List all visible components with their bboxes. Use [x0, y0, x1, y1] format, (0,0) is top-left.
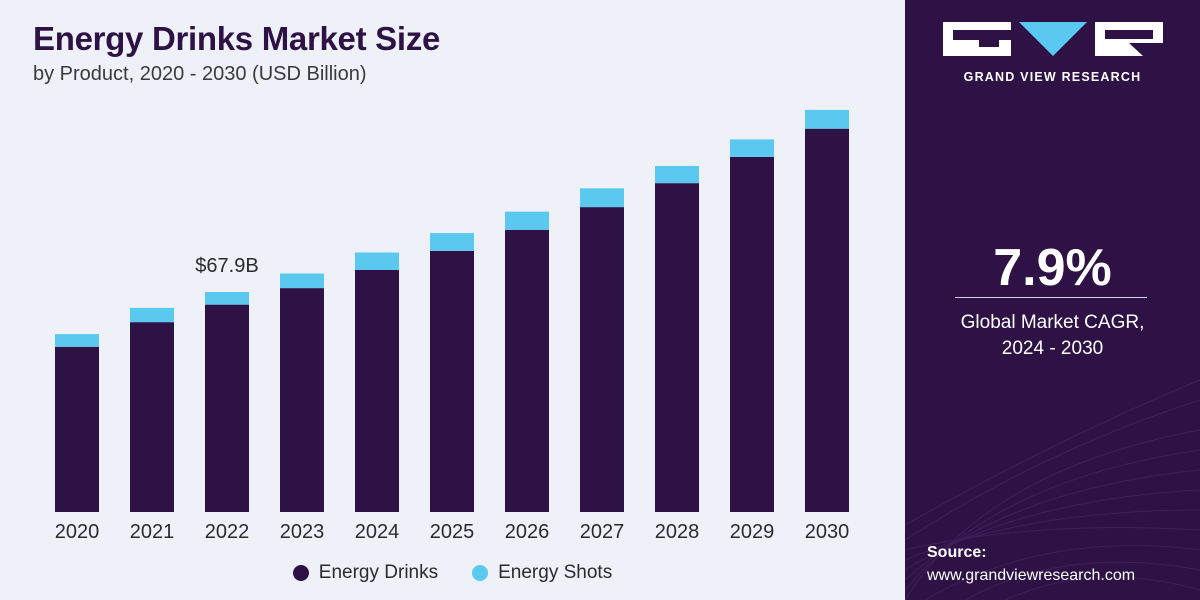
x-tick-label-2024: 2024	[355, 521, 400, 543]
bar-energy-drinks-2022	[205, 304, 249, 512]
bar-energy-drinks-2024	[355, 269, 399, 512]
x-tick-label-2023: 2023	[280, 521, 325, 543]
cagr-value: 7.9%	[993, 239, 1112, 297]
bar-energy-drinks-2026	[505, 229, 549, 512]
x-tick-label-2026: 2026	[505, 521, 550, 543]
bar-energy-shots-2024	[355, 252, 399, 270]
chart-subtitle: by Product, 2020 - 2030 (USD Billion)	[33, 63, 367, 85]
cagr-label: Global Market CAGR, 2024 - 2030	[905, 310, 1200, 362]
bar-energy-drinks-2027	[580, 207, 624, 512]
bar-energy-drinks-2023	[280, 288, 324, 512]
legend-label-energy-drinks: Energy Drinks	[318, 562, 439, 583]
background-pattern	[905, 379, 1200, 600]
bar-energy-drinks-2029	[730, 156, 774, 512]
source-label: Source:	[927, 544, 987, 561]
source-link[interactable]: www.grandviewresearch.com	[927, 567, 1136, 584]
chart-legend: Energy Drinks Energy Shots	[0, 562, 905, 584]
side-panel: GRAND VIEW RESEARCH 7.9% Global Market C…	[905, 0, 1200, 600]
x-tick-label-2021: 2021	[130, 521, 175, 543]
bar-energy-drinks-2021	[130, 322, 174, 512]
grand-view-research-logo	[943, 22, 1163, 56]
bar-energy-shots-2022	[205, 292, 249, 305]
bar-energy-shots-2030	[805, 109, 849, 129]
brand-name: GRAND VIEW RESEARCH	[963, 70, 1142, 84]
bar-energy-drinks-2028	[655, 183, 699, 512]
legend-item-energy-shots: Energy Shots	[472, 562, 612, 584]
x-tick-label-2027: 2027	[580, 521, 625, 543]
bar-energy-shots-2020	[55, 334, 99, 347]
x-tick-label-2028: 2028	[655, 521, 700, 543]
x-tick-label-2022: 2022	[205, 521, 250, 543]
bar-energy-drinks-2020	[55, 346, 99, 512]
legend-item-energy-drinks: Energy Drinks	[292, 562, 439, 584]
bar-energy-shots-2029	[730, 139, 774, 157]
x-tick-label-2030: 2030	[805, 521, 850, 543]
legend-label-energy-shots: Energy Shots	[498, 562, 613, 583]
divider	[955, 297, 1147, 298]
bar-energy-shots-2025	[430, 233, 474, 251]
bar-energy-drinks-2030	[805, 128, 849, 512]
cagr-label-line-1: Global Market CAGR,	[960, 312, 1145, 333]
legend-swatch-energy-drinks	[292, 565, 309, 581]
bar-energy-shots-2027	[580, 188, 624, 208]
bar-energy-shots-2023	[280, 273, 324, 289]
bar-energy-shots-2026	[505, 211, 549, 230]
chart-title: Energy Drinks Market Size	[33, 20, 440, 57]
cagr-label-line-2: 2024 - 2030	[1001, 338, 1104, 359]
chart-panel: Energy Drinks Market Size by Product, 20…	[0, 20, 905, 584]
bar-energy-shots-2021	[130, 307, 174, 323]
data-label-2022: $67.9B	[195, 255, 258, 277]
legend-swatch-energy-shots	[472, 565, 489, 581]
x-tick-label-2020: 2020	[55, 521, 100, 543]
bar-energy-drinks-2025	[430, 250, 474, 512]
bar-energy-shots-2028	[655, 165, 699, 184]
x-tick-label-2029: 2029	[730, 521, 775, 543]
bar-chart: 2020 2021 2022 2023 2024 2025 2026 2027 2028 2029…	[55, 109, 850, 543]
x-tick-label-2025: 2025	[430, 521, 475, 543]
